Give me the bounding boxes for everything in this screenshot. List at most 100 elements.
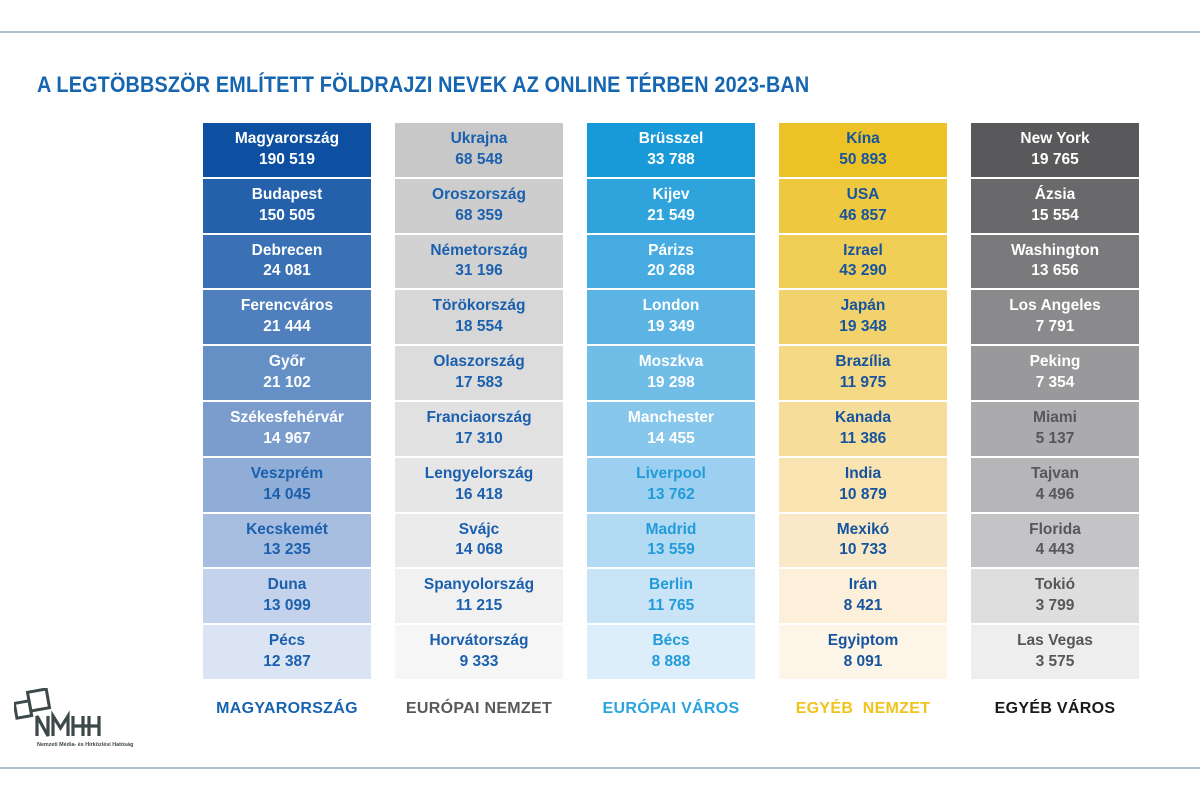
cell-value: 4 496 <box>1035 485 1075 503</box>
nmhh-tagline: Nemzeti Média- és Hírközlési Hatóság <box>37 742 133 748</box>
cell-name: Lengyelország <box>424 464 534 482</box>
cell: Duna 13 099 <box>203 569 371 624</box>
cell: Kijev 21 549 <box>587 178 755 233</box>
cell: Spanyolország 11 215 <box>395 569 563 624</box>
cell-name: Manchester <box>627 408 715 426</box>
cell-name: Peking <box>1029 353 1081 371</box>
cell-name: Ferencváros <box>240 297 334 315</box>
cell-value: 19 349 <box>647 318 695 336</box>
chart-column: Kína 50 893 USA 46 857 Izrael 43 290 Japán 19 3… <box>779 123 947 718</box>
cell-name: Japán <box>840 297 886 315</box>
cell: Peking 7 354 <box>971 346 1139 400</box>
cell-name: Oroszország <box>432 185 526 203</box>
cell-value: 21 549 <box>647 206 695 224</box>
cell-name: Madrid <box>645 520 697 538</box>
cell: Ferencváros 21 444 <box>203 290 371 345</box>
cell: Lengyelország 16 418 <box>395 457 563 512</box>
cell: Irán 8 421 <box>779 569 947 624</box>
cell-name: New York <box>1020 129 1090 147</box>
cell-value: 19 348 <box>839 318 887 336</box>
cell-value: 20 268 <box>647 262 695 280</box>
cell-value: 15 554 <box>1031 206 1079 224</box>
cell-name: Kanada <box>835 408 891 426</box>
cell-value: 8 421 <box>843 597 883 615</box>
cell: Magyarország 190 519 <box>203 123 371 177</box>
cell-value: 11 215 <box>455 597 503 615</box>
cell-name: Veszprém <box>250 464 324 482</box>
cell-value: 7 354 <box>1035 374 1075 392</box>
cell-value: 19 765 <box>1031 150 1079 168</box>
cell-name: Debrecen <box>251 241 323 259</box>
cell: Mexikó 10 733 <box>779 513 947 568</box>
nmhh-logo: Nemzeti Média- és Hírközlési Hatóság <box>12 687 154 755</box>
cell-value: 17 310 <box>455 429 503 447</box>
cell: Los Angeles 7 791 <box>971 290 1139 345</box>
column-label: MAGYARORSZÁG <box>216 700 358 717</box>
column-label: EURÓPAI VÁROS <box>602 700 740 717</box>
cell-name: Miami <box>1033 408 1077 426</box>
chart-column: Magyarország 190 519 Budapest 150 505 Debrec… <box>203 123 371 718</box>
cell: Győr 21 102 <box>203 346 371 400</box>
nmhh-logo-mark: Nemzeti Média- és Hírközlési Hatóság <box>12 687 133 748</box>
cell-name: Németország <box>430 241 528 259</box>
cell: Washington 13 656 <box>971 234 1139 289</box>
cell: Tokió 3 799 <box>971 569 1139 624</box>
column-label: EURÓPAI NEMZET <box>405 700 553 717</box>
logo-large-square <box>25 687 52 713</box>
cell-value: 14 068 <box>455 541 503 559</box>
cell: Debrecen 24 081 <box>203 234 371 289</box>
cell-name: Las Vegas <box>1017 632 1093 650</box>
cell-value: 43 290 <box>839 262 887 280</box>
column-cells: Brüsszel 33 788 Kijev 21 549 Párizs 20 268 Lon… <box>587 123 755 679</box>
column-cells: Ukrajna 68 548 Oroszország 68 359 Németorszá… <box>395 123 563 679</box>
cell-value: 21 102 <box>263 374 311 392</box>
cell: Pécs 12 387 <box>203 625 371 679</box>
cell-value: 10 879 <box>839 485 887 503</box>
cell-name: Horvátország <box>429 632 529 650</box>
cell: Kanada 11 386 <box>779 401 947 456</box>
cell: New York 19 765 <box>971 123 1139 177</box>
cell-value: 9 333 <box>459 653 499 671</box>
cell-name: Izrael <box>843 241 883 259</box>
cell-name: Ázsia <box>1034 185 1076 203</box>
cell-value: 12 387 <box>263 653 311 671</box>
cell-name: Berlin <box>649 576 693 594</box>
cell-value: 33 788 <box>647 150 695 168</box>
ranking-columns: Magyarország 190 519 Budapest 150 505 Debrec… <box>203 123 1139 718</box>
cell: India 10 879 <box>779 457 947 512</box>
cell-name: Franciaország <box>426 408 532 426</box>
cell: Izrael 43 290 <box>779 234 947 289</box>
cell-name: Moszkva <box>638 353 704 371</box>
cell-name: Székesfehérvár <box>230 408 344 426</box>
cell: Svájc 14 068 <box>395 513 563 568</box>
cell-name: Törökország <box>432 297 526 315</box>
cell-value: 8 091 <box>843 653 883 671</box>
cell-value: 14 967 <box>263 429 311 447</box>
cell: Párizs 20 268 <box>587 234 755 289</box>
chart-column: Brüsszel 33 788 Kijev 21 549 Párizs 20 268 Lon… <box>587 123 755 718</box>
cell-name: Los Angeles <box>1009 297 1101 315</box>
column-cells: Magyarország 190 519 Budapest 150 505 Debrec… <box>203 123 371 679</box>
cell-name: Tokió <box>1034 576 1076 594</box>
cell-value: 13 559 <box>647 541 695 559</box>
cell: Miami 5 137 <box>971 401 1139 456</box>
cell-value: 3 799 <box>1035 597 1075 615</box>
cell-value: 14 455 <box>647 429 695 447</box>
cell-value: 17 583 <box>455 374 503 392</box>
cell-name: USA <box>846 185 880 203</box>
cell: Liverpool 13 762 <box>587 457 755 512</box>
cell-name: Florida <box>1029 520 1081 538</box>
cell: Moszkva 19 298 <box>587 346 755 400</box>
cell-name: Pécs <box>268 632 306 650</box>
cell: Egyiptom 8 091 <box>779 625 947 679</box>
cell-value: 10 733 <box>839 541 887 559</box>
cell-value: 11 975 <box>839 374 887 392</box>
cell-name: Párizs <box>648 241 694 259</box>
cell: Ukrajna 68 548 <box>395 123 563 177</box>
cell: Veszprém 14 045 <box>203 457 371 512</box>
cell-name: Olaszország <box>433 353 525 371</box>
cell: Las Vegas 3 575 <box>971 625 1139 679</box>
cell-value: 13 099 <box>263 597 311 615</box>
cell: Manchester 14 455 <box>587 401 755 456</box>
cell: Berlin 11 765 <box>587 569 755 624</box>
